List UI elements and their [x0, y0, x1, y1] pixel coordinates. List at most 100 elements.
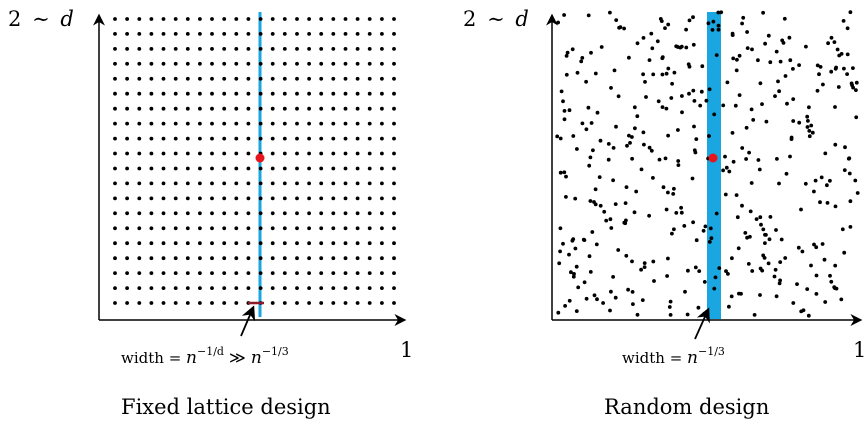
random-point: [608, 217, 613, 222]
lattice-point: [137, 196, 142, 201]
random-point: [735, 57, 739, 62]
random-point: [647, 58, 652, 62]
random-point: [633, 126, 637, 131]
lattice-point: [343, 286, 348, 290]
random-point: [571, 274, 576, 279]
random-point: [696, 305, 701, 310]
lattice-point: [210, 47, 214, 51]
lattice-point: [367, 196, 372, 201]
lattice-point: [355, 17, 360, 21]
lattice-point: [113, 181, 117, 186]
lattice-point: [392, 47, 396, 51]
lattice-point: [222, 61, 227, 66]
random-point: [757, 167, 762, 172]
lattice-point: [343, 256, 348, 261]
random-point: [782, 16, 787, 21]
random-point: [668, 313, 673, 317]
lattice-point: [319, 286, 324, 290]
random-point: [806, 119, 810, 123]
random-point: [650, 46, 655, 51]
lattice-point: [343, 47, 348, 51]
random-point: [768, 60, 773, 65]
lattice-point: [137, 47, 142, 51]
random-point: [651, 176, 655, 180]
lattice-point: [331, 91, 336, 96]
lattice-point: [367, 241, 372, 246]
lattice-point: [137, 271, 142, 275]
lattice-point: [198, 226, 202, 231]
random-point: [624, 185, 629, 190]
lattice-point: [161, 32, 166, 36]
lattice-point: [210, 271, 214, 275]
random-point: [854, 88, 858, 92]
random-point: [805, 125, 810, 129]
lattice-point: [234, 47, 239, 51]
random-point: [666, 133, 670, 138]
lattice-point: [270, 47, 275, 51]
lattice-point: [210, 256, 214, 261]
lattice-point: [222, 226, 227, 231]
random-point: [731, 159, 736, 164]
lattice-point: [343, 301, 348, 305]
lattice-point: [173, 196, 178, 201]
lattice-width-label: width = n−1/d ≫ n−1/3: [121, 345, 289, 368]
random-point: [665, 274, 669, 278]
lattice-point: [319, 196, 324, 201]
lattice-point: [113, 166, 117, 171]
random-point: [589, 50, 593, 55]
random-point: [651, 259, 656, 264]
lattice-point: [113, 136, 117, 141]
random-point: [606, 142, 611, 146]
random-point: [570, 238, 575, 243]
lattice-point: [198, 76, 202, 81]
lattice-point: [210, 241, 214, 246]
random-point: [641, 130, 646, 135]
lattice-point: [161, 47, 166, 51]
random-point: [564, 195, 568, 199]
random-point: [833, 105, 837, 109]
lattice-point: [258, 121, 263, 126]
random-point: [588, 270, 593, 274]
random-point: [815, 63, 820, 68]
lattice-point: [173, 301, 178, 305]
random-point: [575, 147, 579, 151]
random-point: [795, 282, 799, 286]
lattice-point: [307, 196, 311, 201]
random-caption: Random design: [604, 395, 769, 419]
random-point: [734, 68, 739, 73]
lattice-point: [331, 106, 336, 111]
random-point: [580, 121, 585, 126]
lattice-point: [113, 256, 117, 261]
random-point: [758, 215, 763, 220]
lattice-point: [343, 17, 348, 21]
random-y-axis-label: 2 ∼ d: [463, 7, 529, 31]
lattice-point: [380, 241, 384, 246]
random-point: [593, 187, 598, 192]
random-point: [614, 124, 618, 129]
lattice-point: [210, 301, 214, 305]
random-point: [806, 313, 811, 318]
random-point: [764, 119, 769, 124]
random-point: [572, 272, 576, 276]
random-point: [778, 59, 783, 64]
random-point: [828, 273, 832, 278]
lattice-point: [367, 91, 372, 96]
random-point: [644, 95, 648, 99]
lattice-point: [137, 256, 142, 261]
lattice-point: [113, 76, 117, 81]
random-point: [564, 54, 569, 58]
lattice-point: [161, 286, 166, 290]
random-point: [847, 171, 852, 176]
random-point: [690, 176, 695, 181]
random-point: [576, 285, 581, 290]
random-point: [669, 96, 674, 100]
lattice-point: [198, 47, 202, 51]
lattice-point: [307, 106, 311, 111]
random-point: [845, 52, 850, 57]
random-point: [683, 289, 687, 294]
random-point: [721, 168, 725, 173]
random-point: [593, 202, 598, 207]
lattice-point: [380, 91, 384, 96]
random-point: [839, 297, 844, 302]
random-point: [595, 110, 600, 115]
